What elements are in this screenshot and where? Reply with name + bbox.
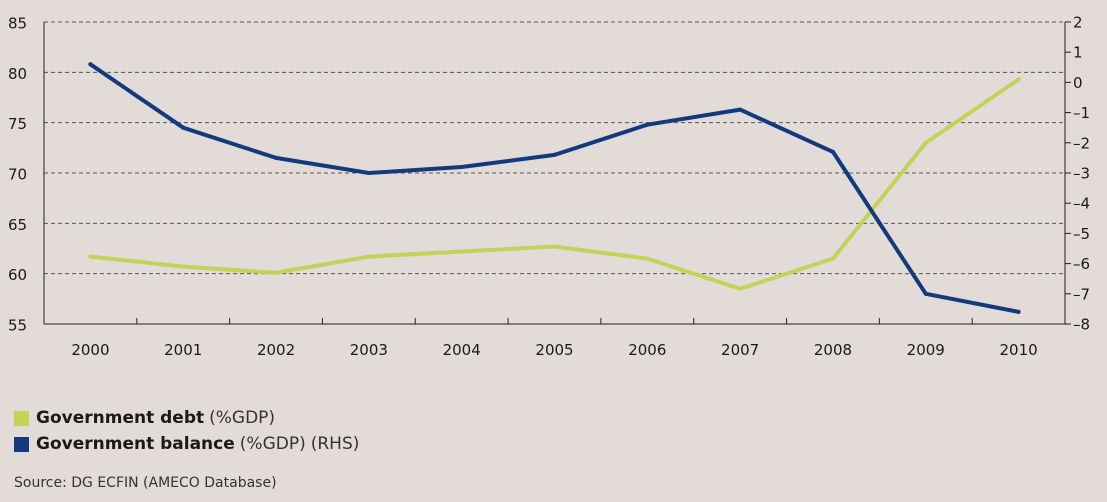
data-point-debt-2007	[738, 286, 743, 291]
x-tick-label-2004: 2004	[443, 341, 481, 359]
x-tick-label-2002: 2002	[257, 341, 295, 359]
data-point-balance-2007	[738, 107, 743, 112]
series-lines	[88, 62, 1021, 314]
x-tick-label-2003: 2003	[350, 341, 388, 359]
right-tick-label-0: 0	[1073, 74, 1083, 92]
right-tick-label--8: –8	[1073, 316, 1090, 334]
grid-lines	[44, 21, 1065, 275]
data-point-balance-2001	[181, 125, 186, 130]
right-tick-label-2: 2	[1073, 14, 1083, 32]
left-tick-label-85: 85	[8, 15, 27, 33]
x-tick-label-2006: 2006	[628, 341, 666, 359]
x-tick-label-2000: 2000	[71, 341, 109, 359]
left-tick-label-80: 80	[8, 65, 27, 83]
legend-unit-balance: (%GDP)	[239, 434, 306, 454]
data-point-debt-2008	[830, 256, 835, 261]
x-tick-label-2005: 2005	[535, 341, 573, 359]
source-note: Source: DG ECFIN (AMECO Database)	[14, 475, 277, 491]
legend-suffix-balance: (RHS)	[310, 434, 360, 454]
right-tick-label--7: –7	[1073, 285, 1090, 303]
legend-item-balance: Government balance (%GDP) (RHS)	[14, 432, 359, 456]
left-axis-ticks: 55 60 65 70 75 80 85	[8, 15, 27, 335]
right-tick-label--5: –5	[1073, 225, 1090, 243]
data-point-balance-2004	[459, 164, 464, 169]
data-point-balance-2008	[830, 149, 835, 154]
series-line-government-balance	[88, 62, 1021, 314]
data-point-balance-2006	[645, 122, 650, 127]
data-point-balance-2010	[1016, 309, 1021, 314]
data-point-debt-2001	[181, 264, 186, 269]
data-point-debt-2004	[459, 249, 464, 254]
right-tick-label--2: –2	[1073, 134, 1090, 152]
legend-swatch-balance	[14, 436, 29, 452]
legend-label-balance: Government balance	[36, 434, 235, 454]
data-point-balance-2005	[552, 152, 557, 157]
left-tick-label-60: 60	[8, 266, 27, 284]
data-point-debt-2009	[923, 140, 928, 145]
x-tick-label-2009: 2009	[907, 341, 945, 359]
data-point-balance-2000	[88, 62, 93, 67]
right-tick-label--1: –1	[1073, 104, 1090, 122]
data-point-balance-2009	[923, 291, 928, 296]
data-point-balance-2002	[274, 155, 279, 160]
x-tick-label-2007: 2007	[721, 341, 759, 359]
series-line-government-debt	[88, 77, 1021, 291]
data-point-balance-2003	[366, 171, 371, 175]
left-tick-label-55: 55	[8, 317, 27, 335]
legend: Government debt (%GDP) Government balanc…	[14, 406, 359, 458]
right-axis-ticks: –8 –7 –6 –5 –4 –3 –2 –1 0 1 2	[1065, 14, 1090, 334]
legend-unit-debt: (%GDP)	[209, 408, 276, 428]
right-tick-label--4: –4	[1073, 195, 1090, 213]
x-tick-label-2008: 2008	[814, 341, 852, 359]
legend-label-debt: Government debt	[36, 408, 205, 428]
data-point-debt-2003	[366, 254, 371, 259]
legend-item-debt: Government debt (%GDP)	[14, 406, 359, 430]
x-axis-ticks: 2000 2001 2002 2003 2004 2005 2006 2007 2008 2009…	[71, 318, 1038, 359]
data-point-debt-2002	[274, 270, 279, 275]
right-tick-label-1: 1	[1073, 44, 1083, 62]
data-point-debt-2005	[552, 244, 557, 249]
left-tick-label-65: 65	[8, 216, 27, 234]
data-point-debt-2006	[645, 256, 650, 261]
x-tick-label-2001: 2001	[164, 341, 202, 359]
axes	[43, 22, 1066, 325]
data-point-debt-2000	[88, 254, 93, 259]
right-tick-label--6: –6	[1073, 255, 1090, 273]
x-tick-label-2010: 2010	[999, 341, 1037, 359]
legend-swatch-debt	[14, 410, 29, 426]
right-tick-label--3: –3	[1073, 165, 1090, 183]
left-tick-label-75: 75	[8, 115, 27, 133]
data-point-debt-2010	[1016, 77, 1021, 82]
left-tick-label-70: 70	[8, 166, 27, 184]
